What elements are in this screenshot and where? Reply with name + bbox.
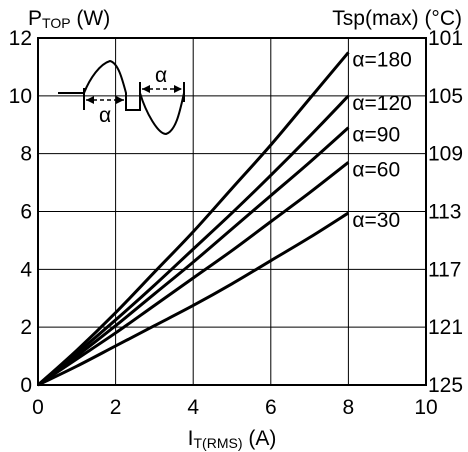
inset-alpha-label-1: α (99, 104, 111, 127)
x-tick-label-4: 8 (343, 396, 355, 419)
y-tick-label-0: 0 (20, 374, 32, 397)
y-tick-label-2: 4 (20, 258, 32, 281)
y-tick-label-3: 6 (20, 201, 32, 224)
y-tick-label-1: 2 (20, 316, 32, 339)
y2-tick-label-3: 113 (428, 201, 461, 224)
x-tick-labels: 0 2 4 6 8 10 (32, 396, 438, 419)
series-label-0: α=180 (352, 48, 411, 71)
series-line-1 (37, 94, 350, 387)
waveform-path (58, 59, 185, 136)
y-tick-label-5: 10 (9, 85, 32, 108)
plot-frame (37, 37, 427, 386)
x-tick-label-3: 6 (265, 396, 277, 419)
x-tick-label-5: 10 (414, 396, 437, 419)
y-tick-labels: 0 2 4 6 8 10 12 (9, 27, 33, 397)
series-line-3 (37, 161, 350, 387)
y2-tick-label-4: 117 (428, 258, 461, 281)
series-label-3: α=60 (352, 158, 400, 181)
x-tick-label-1: 2 (110, 396, 122, 419)
y-tick-label-6: 12 (9, 27, 32, 50)
series-label-1: α=120 (352, 92, 411, 115)
y2-tick-labels: 101 105 109 113 117 121 125 (428, 27, 463, 397)
series-line-2 (37, 126, 350, 387)
y2-axis-label: Tsp(max) (°C) (332, 7, 462, 30)
series-labels: α=180 α=120 α=90 α=60 α=30 (352, 48, 411, 231)
y2-tick-label-2: 109 (428, 143, 463, 166)
y-axis-label: PTOP (W) (28, 7, 110, 31)
arrow-heads (86, 85, 182, 104)
x-tick-label-2: 4 (187, 396, 199, 419)
series-line-4 (37, 211, 350, 387)
inset-alpha-label-2: α (155, 64, 167, 87)
series-lines (37, 51, 350, 387)
y2-tick-label-0: 101 (428, 27, 463, 50)
y2-tick-label-5: 121 (428, 316, 463, 339)
series-line-0 (37, 51, 350, 387)
x-axis-label: IT(RMS) (A) (188, 427, 277, 451)
conduction-angle-diagram (58, 59, 185, 136)
y-tick-label-4: 8 (20, 143, 32, 166)
y2-tick-label-6: 125 (428, 374, 463, 397)
series-label-2: α=90 (352, 124, 400, 147)
x-tick-label-0: 0 (32, 396, 44, 419)
series-label-4: α=30 (352, 209, 400, 232)
y2-tick-label-1: 105 (428, 85, 463, 108)
